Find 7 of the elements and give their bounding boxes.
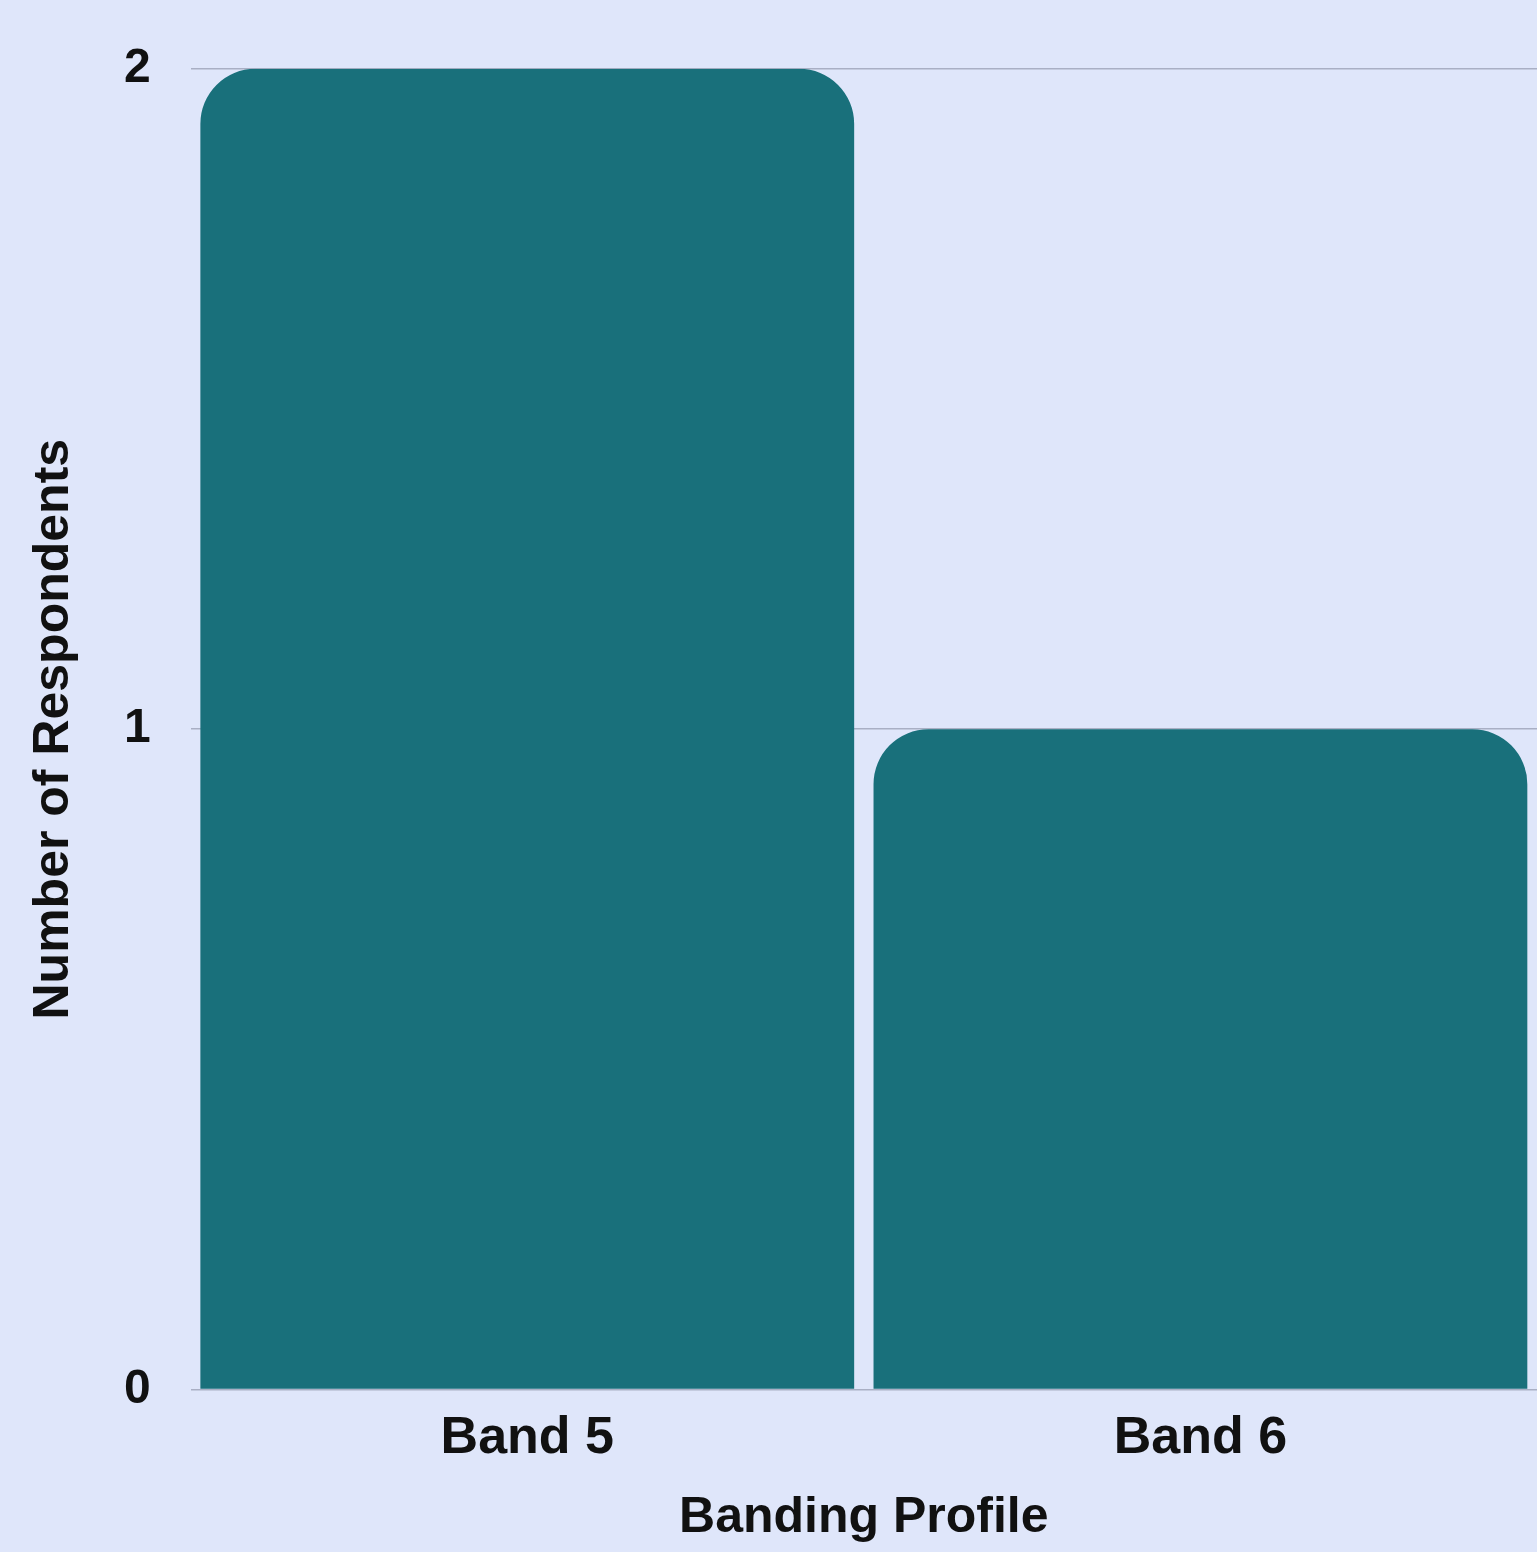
x-tick-label: Band 5 (440, 1406, 614, 1465)
y-tick-label: 2 (123, 39, 151, 93)
y-tick-label: 1 (123, 699, 151, 753)
y-tick-label: 0 (123, 1359, 151, 1413)
y-axis-title: Number of Respondents (22, 438, 79, 1020)
x-axis-title: Banding Profile (679, 1486, 1049, 1543)
x-tick-label: Band 6 (1113, 1406, 1288, 1465)
